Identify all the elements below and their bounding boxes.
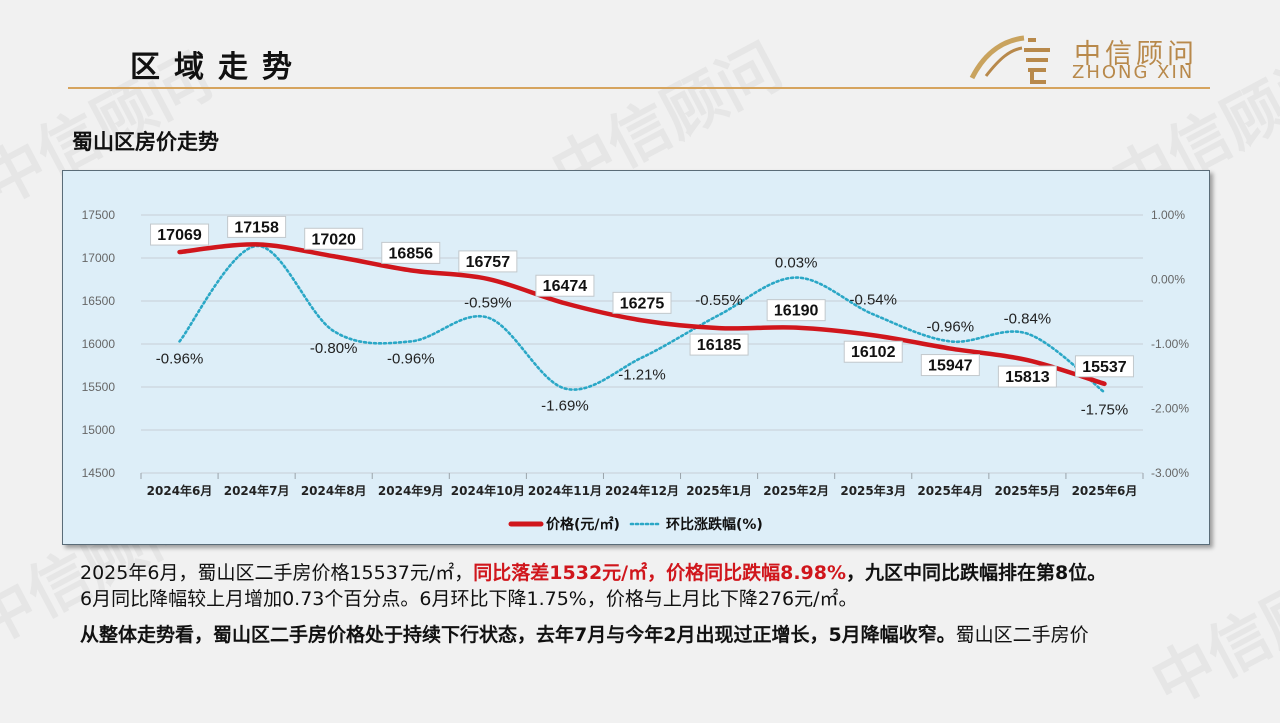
y-right-tick-label: -3.00%	[1151, 466, 1189, 480]
price-label-box	[535, 274, 595, 297]
line-chart: 17500 17000 16500 16000 15500 15000 14500 1.00%…	[82, 208, 1190, 533]
x-tick-label: 2025年5月	[995, 483, 1061, 498]
price-data-label: 17069	[157, 227, 202, 244]
price-label-box	[227, 215, 287, 238]
x-tick-label: 2025年4月	[917, 483, 983, 498]
x-tick-label: 2024年10月	[451, 483, 525, 498]
pct-data-label: 0.03%	[775, 255, 818, 272]
x-tick-label: 2024年6月	[147, 483, 213, 498]
section-title: 区域走势	[130, 50, 306, 85]
y-right-tick-label: -2.00%	[1151, 402, 1189, 416]
price-data-label: 16185	[697, 337, 742, 354]
watermark: 中信顾问	[1133, 527, 1280, 723]
price-label-box	[612, 291, 672, 314]
summary-text: 蜀山区二手房价	[955, 624, 1089, 646]
price-label-box	[920, 354, 980, 377]
pct-data-label: -0.96%	[927, 318, 975, 335]
price-data-label: 15537	[1082, 359, 1127, 376]
pct-data-label: -0.84%	[1004, 311, 1052, 328]
x-tick-label: 2025年3月	[840, 483, 906, 498]
pct-data-label: -1.21%	[618, 367, 666, 384]
legend-label-price: 价格(元/㎡)	[546, 516, 620, 533]
logo-text-cn: 中信顾问	[1074, 39, 1198, 70]
price-data-label: 16275	[620, 295, 665, 312]
pct-data-label: -0.59%	[464, 295, 512, 312]
y-left-tick-label: 17500	[82, 208, 116, 222]
price-data-label: 16102	[851, 344, 896, 361]
summary-line-1: 2025年6月，蜀山区二手房价格15537元/㎡，同比落差1532元/㎡，价格同…	[80, 560, 1106, 586]
x-tick-label: 2024年8月	[301, 483, 367, 498]
price-label-box	[843, 340, 903, 363]
price-label-box	[997, 365, 1057, 388]
summary-highlight: 同比落差1532元/㎡，价格同比跌幅8.98%	[473, 562, 847, 584]
price-label-box	[458, 250, 518, 273]
summary-ranking: ，九区中同比跌幅排在第8位。	[846, 562, 1107, 584]
chart-title: 蜀山区房价走势	[72, 130, 219, 154]
series-line-pct-change	[178, 244, 1106, 394]
y-left-tick-label: 14500	[82, 466, 116, 480]
summary-text: 6月同比降幅较上月增加0.73个百分点。6月环比下降1.75%，价格与上月比下降…	[80, 588, 858, 610]
y-left-tick-label: 15500	[82, 380, 116, 394]
logo-text-en: ZHONG XIN	[1072, 62, 1195, 83]
chart-panel: 17500 17000 16500 16000 15500 15000 14500 1.00%…	[62, 170, 1210, 545]
summary-trend: 从整体走势看，蜀山区二手房价格处于持续下行状态，去年7月与今年2月出现过正增长，…	[80, 624, 956, 646]
legend-label-pct-change: 环比涨跌幅(%)	[666, 516, 763, 533]
price-label-box	[381, 241, 441, 264]
price-data-label: 15947	[928, 358, 973, 375]
series-line-price	[177, 242, 1107, 387]
pct-data-label: -0.55%	[695, 292, 743, 309]
price-data-label: 15813	[1005, 369, 1050, 386]
price-label-box	[304, 227, 364, 250]
price-data-label: 17158	[234, 219, 279, 236]
y-left-tick-label: 16000	[82, 337, 116, 351]
logo-mark-icon	[969, 35, 1050, 84]
price-data-label: 16856	[389, 245, 434, 262]
pct-data-label: -1.75%	[1081, 401, 1129, 418]
y-left-tick-label: 16500	[82, 294, 116, 308]
summary-line-2: 6月同比降幅较上月增加0.73个百分点。6月环比下降1.75%，价格与上月比下降…	[80, 586, 858, 612]
x-tick-label: 2024年11月	[528, 483, 602, 498]
summary-line-3: 从整体走势看，蜀山区二手房价格处于持续下行状态，去年7月与今年2月出现过正增长，…	[80, 622, 1089, 648]
pct-data-label: -0.54%	[849, 291, 897, 308]
price-label-box	[1074, 355, 1134, 378]
price-label-box	[689, 333, 749, 356]
price-label-box	[150, 223, 210, 246]
y-left-tick-label: 17000	[82, 251, 116, 265]
pct-data-label: -0.96%	[387, 350, 435, 367]
x-tick-label: 2024年7月	[224, 483, 290, 498]
x-tick-label: 2025年6月	[1072, 483, 1138, 498]
title-divider	[68, 87, 1210, 89]
pct-data-label: -1.69%	[541, 398, 589, 415]
pct-data-label: -0.96%	[156, 350, 204, 367]
price-data-label: 16474	[543, 278, 588, 295]
price-data-label: 17020	[311, 231, 356, 248]
y-left-tick-label: 15000	[82, 423, 116, 437]
price-label-box	[766, 299, 826, 322]
x-tick-label: 2024年12月	[605, 483, 679, 498]
y-right-tick-label: 1.00%	[1151, 208, 1185, 222]
x-tick-label: 2025年2月	[763, 483, 829, 498]
price-data-label: 16190	[774, 303, 819, 320]
x-tick-label: 2025年1月	[686, 483, 752, 498]
y-right-tick-label: 0.00%	[1151, 273, 1185, 287]
summary-text: 2025年6月，蜀山区二手房价格15537元/㎡，	[80, 562, 474, 584]
y-right-tick-label: -1.00%	[1151, 337, 1189, 351]
pct-data-label: -0.80%	[310, 340, 358, 357]
company-logo: 中信顾问 ZHONG XIN	[966, 32, 1214, 84]
x-tick-label: 2024年9月	[378, 483, 444, 498]
price-data-label: 16757	[466, 254, 511, 271]
